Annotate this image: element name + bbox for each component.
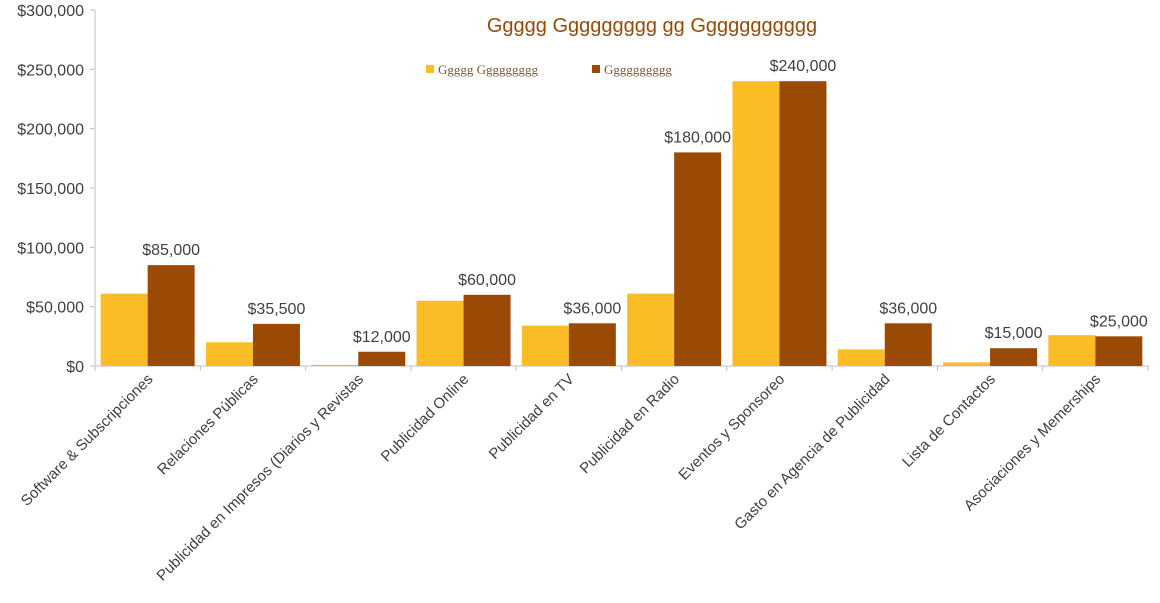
bar-series-1 — [1048, 335, 1096, 366]
chart-bars — [100, 81, 1143, 366]
y-tick-label: $300,000 — [17, 3, 84, 20]
bar-series-1 — [627, 293, 675, 366]
bar-series-1 — [205, 342, 253, 366]
bar-series-2 — [674, 152, 722, 366]
bar-series-1 — [732, 81, 780, 366]
x-category-label: Publicidad en TV — [486, 371, 578, 463]
bar-series-1 — [311, 364, 359, 366]
x-category-label: Lista de Contactos — [899, 371, 999, 471]
bar-series-1 — [943, 362, 991, 366]
y-tick-label: $200,000 — [17, 122, 84, 139]
chart-legend: Ggggg Ggggggggg Gggggggggg — [426, 62, 672, 77]
y-tick-label: $50,000 — [26, 300, 84, 317]
x-category-label: Publicidad Online — [378, 371, 473, 466]
bar-series-2 — [990, 348, 1038, 366]
data-label: $15,000 — [985, 325, 1043, 342]
data-label: $85,000 — [142, 242, 200, 259]
bar-series-2 — [568, 323, 616, 366]
data-label: $25,000 — [1090, 313, 1148, 330]
x-category-label: Relaciones Públicas — [154, 371, 262, 479]
data-label: $60,000 — [458, 272, 516, 289]
y-tick-label: $100,000 — [17, 240, 84, 257]
legend-swatch — [426, 65, 434, 73]
bar-series-2 — [358, 351, 406, 366]
bar-series-2 — [1095, 336, 1143, 366]
bar-series-2 — [779, 81, 827, 366]
y-tick-label: $0 — [66, 359, 84, 376]
data-label: $180,000 — [664, 129, 731, 146]
bar-series-2 — [463, 294, 511, 366]
data-label: $35,500 — [248, 301, 306, 318]
x-category-label: Eventos y Sponsoreo — [675, 371, 788, 484]
bar-series-1 — [837, 349, 885, 366]
legend-label: Gggggggggg — [604, 62, 672, 77]
bar-series-1 — [521, 325, 569, 366]
legend-label: Ggggg Ggggggggg — [438, 62, 539, 77]
y-tick-label: $250,000 — [17, 62, 84, 79]
bar-series-1 — [416, 300, 464, 366]
bar-series-2 — [147, 265, 195, 366]
x-category-label: Software & Subscripciones — [18, 371, 157, 510]
y-tick-label: $150,000 — [17, 181, 84, 198]
data-label: $12,000 — [353, 329, 411, 346]
x-category-label: Publicidad en Radio — [577, 371, 683, 477]
bar-series-1 — [100, 293, 148, 366]
data-label: $36,000 — [879, 300, 937, 317]
chart-title: Ggggg Ggggggggg gg Ggggggggggg — [487, 15, 817, 37]
bar-series-2 — [252, 323, 300, 366]
bar-series-2 — [884, 323, 932, 366]
data-label: $240,000 — [770, 58, 837, 75]
data-label: $36,000 — [563, 300, 621, 317]
x-category-label: Publicidad en Impresos (Diarios y Revist… — [153, 371, 367, 585]
legend-swatch — [592, 65, 600, 73]
